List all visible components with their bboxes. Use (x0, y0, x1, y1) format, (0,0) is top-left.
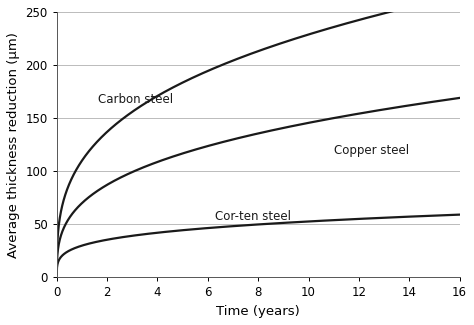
Y-axis label: Average thickness reduction (μm): Average thickness reduction (μm) (7, 32, 20, 258)
Text: Copper steel: Copper steel (334, 144, 409, 157)
X-axis label: Time (years): Time (years) (216, 305, 300, 318)
Text: Carbon steel: Carbon steel (98, 93, 173, 106)
Text: Cor-ten steel: Cor-ten steel (215, 210, 292, 223)
